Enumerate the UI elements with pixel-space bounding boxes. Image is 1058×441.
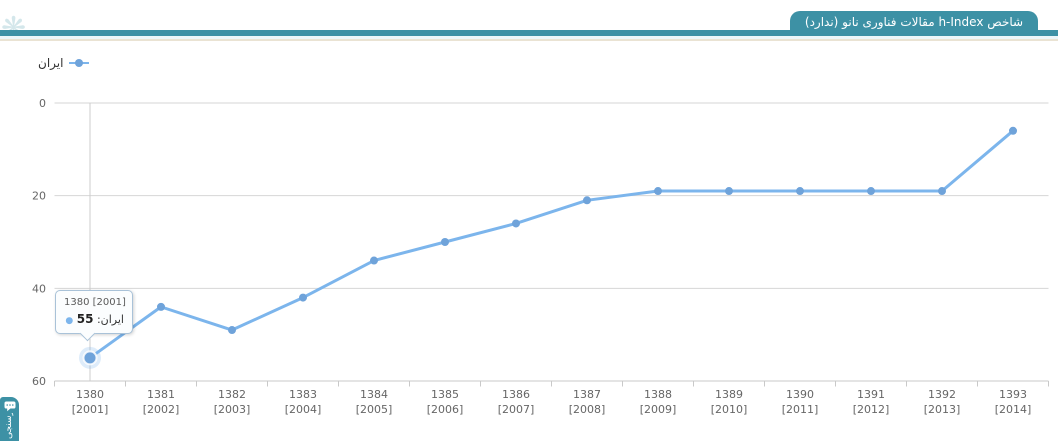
data-point-marker[interactable] [796,187,804,196]
x-axis-label: 1383 [2004] [285,388,322,416]
x-axis-label: 1387 [2008] [569,388,606,416]
data-point-marker[interactable] [938,187,946,196]
x-axis-label: 1381 [2002] [143,388,180,416]
tooltip-series-dot-icon: ● [65,316,74,326]
data-point-marker[interactable] [654,187,662,196]
data-point-marker[interactable] [370,256,378,265]
y-axis-label: 40 [32,282,46,295]
tooltip: 1380 [2001] ایران55 ● [55,290,133,342]
data-point-marker[interactable] [299,293,307,302]
x-axis-label: 1390 [2011] [782,388,819,416]
legend-label: ایران [38,56,64,70]
y-axis-label: 60 [32,375,46,388]
side-tab-label: نظرسنجی [4,413,14,439]
data-point-marker[interactable] [583,196,591,205]
feedback-side-tab[interactable]: نظرسنجی [0,397,19,441]
header-cream-line [0,39,1058,41]
y-axis-label: 0 [39,97,46,110]
x-axis-label: 1389 [2010] [711,388,748,416]
tooltip-value-row: ایران55 ● [64,312,124,326]
data-point-marker-selected[interactable] [82,350,98,366]
x-axis-label: 1385 [2006] [427,388,464,416]
data-point-marker[interactable] [867,187,875,196]
series-line-iran [88,129,1015,360]
x-axis-label: 1384 [2005] [356,388,393,416]
data-point-marker[interactable] [441,238,449,246]
x-axis-label: 1391 [2012] [853,388,890,416]
data-point-marker[interactable] [512,219,520,228]
data-point-marker[interactable] [725,187,733,196]
chart-title-tab[interactable]: شاخص h-Index مقالات فناوری نانو (ندارد) [790,11,1038,32]
header-accent-bar [0,30,1058,36]
x-axis-label: 1386 [2007] [498,388,535,416]
tooltip-value: 55 [76,312,94,326]
header-light-line [0,36,1058,39]
x-axis-label: 1382 [2003] [214,388,251,416]
data-point-marker[interactable] [1009,126,1017,135]
x-axis-label: 1393 [2014] [995,388,1032,416]
x-axis-label: 1380 [2001] [72,388,109,416]
x-axis-label: 1388 [2009] [640,388,677,416]
legend-series-marker-icon [69,58,90,68]
tooltip-header: 1380 [2001] [64,297,126,308]
x-axis-label: 1392 [2013] [924,388,961,416]
chat-bubble-icon [4,401,15,412]
y-axis-label: 20 [32,190,46,203]
data-point-marker[interactable] [228,326,236,335]
legend-item-iran[interactable]: ایران [38,55,90,71]
tooltip-series-name: ایران [93,313,124,326]
data-point-marker[interactable] [157,302,165,311]
